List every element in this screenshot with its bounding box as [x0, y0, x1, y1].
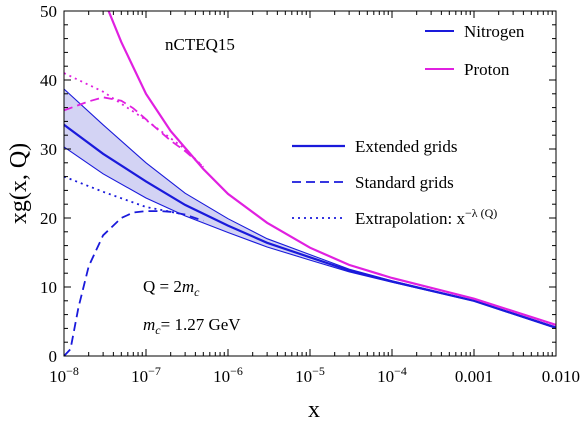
x-tick-base: 10 [377, 367, 394, 386]
q-mass-symbol: m [182, 277, 194, 296]
x-tick-exponent: −7 [148, 364, 161, 378]
y-tick-label: 0 [49, 347, 58, 366]
y-tick-label: 50 [40, 2, 57, 21]
x-tick-label: 10−7 [131, 364, 161, 386]
x-tick-base: 0.010 [542, 367, 580, 386]
y-tick-label: 30 [40, 140, 57, 159]
x-tick-base: 10 [49, 367, 66, 386]
legend-label-proton: Proton [464, 60, 510, 79]
axes-layer [63, 10, 557, 357]
x-tick-base: 10 [295, 367, 312, 386]
legend-label-nitrogen: Nitrogen [464, 22, 525, 41]
proton-solid-line [107, 10, 557, 326]
x-tick-exponent: −5 [312, 364, 325, 378]
series-layer [63, 10, 557, 357]
legend-label-text: Extended grids [355, 137, 457, 156]
y-tick-label: 20 [40, 209, 57, 228]
x-tick-base: 0.001 [455, 367, 493, 386]
legend-label-text: Extrapolation: x [355, 209, 466, 228]
q-scale-note: Q = 2mc [143, 277, 200, 299]
mass-subscript: c [155, 323, 161, 337]
x-tick-label: 0.010 [542, 367, 580, 386]
y-tick-label: 10 [40, 278, 57, 297]
text-layer: 10−8 10−7 10−6 10−5 10−4 0.001 0.0100102030405… [6, 2, 580, 423]
x-axis-title: x [308, 397, 320, 423]
q-mass-subscript: c [194, 285, 200, 299]
nitrogen-dashed-line [63, 210, 204, 357]
proton-dashed-line [63, 96, 204, 168]
y-tick-label: 40 [40, 71, 57, 90]
x-tick-exponent: −6 [230, 364, 243, 378]
mass-symbol: m [143, 315, 155, 334]
x-tick-label: 10−8 [49, 364, 79, 386]
x-tick-exponent: −8 [66, 364, 79, 378]
x-tick-label: 0.001 [455, 367, 493, 386]
chart-annotation: nCTEQ15 [165, 35, 235, 54]
legend-label-exponent: −λ (Q) [465, 206, 497, 220]
legend-label-text: Standard grids [355, 173, 454, 192]
legend-label-dotted: Extrapolation: x−λ (Q) [355, 206, 497, 228]
x-tick-label: 10−5 [295, 364, 325, 386]
x-tick-label: 10−4 [377, 364, 407, 386]
legend-label-dashed: Standard grids [355, 173, 454, 192]
legend-label-solid: Extended grids [355, 137, 457, 156]
q-prefix: Q = 2 [143, 277, 182, 296]
proton-dotted-line [63, 72, 204, 168]
x-tick-base: 10 [213, 367, 230, 386]
mass-note: mc= 1.27 GeV [143, 315, 241, 337]
y-axis-title: xg(x, Q) [6, 143, 32, 224]
nitrogen-solid-line [63, 123, 557, 329]
mass-value: = 1.27 GeV [161, 315, 242, 334]
x-tick-exponent: −4 [394, 364, 407, 378]
x-tick-base: 10 [131, 367, 148, 386]
x-tick-label: 10−6 [213, 364, 243, 386]
